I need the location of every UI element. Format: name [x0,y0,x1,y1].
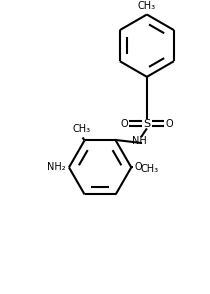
Text: CH₃: CH₃ [73,123,91,133]
Text: S: S [143,118,150,128]
Text: NH₂: NH₂ [47,162,66,172]
Text: CH₃: CH₃ [140,164,158,174]
Text: O: O [121,118,128,128]
Text: O: O [134,162,142,172]
Text: NH: NH [132,136,146,146]
Text: CH₃: CH₃ [138,1,156,11]
Text: O: O [165,118,173,128]
